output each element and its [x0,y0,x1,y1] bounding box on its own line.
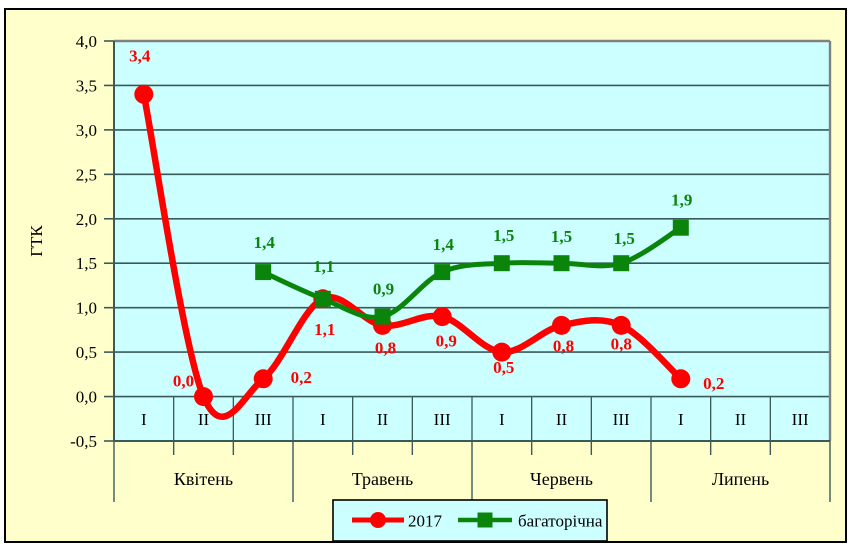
chart-background-layer [4,8,847,543]
data-point-square [374,308,391,325]
data-label: 1,1 [314,320,335,339]
axes-layer: 4,03,53,02,52,01,51,00,50,0-0,5I II III I II… [27,32,832,502]
y-tick-label: -0,5 [70,432,97,451]
data-point-circle [492,342,512,362]
decade-label: II [556,410,568,429]
decade-label: I [499,410,505,429]
decade-label: III [434,410,451,429]
data-point-circle [134,84,154,104]
decade-label: I [141,410,147,429]
y-axis-title: ГТК [27,225,46,257]
data-point-circle [671,369,691,389]
decade-label: III [613,410,630,429]
data-label: 0,2 [291,368,312,387]
month-label: Травень [352,469,414,489]
y-tick-label: 0,5 [76,343,97,362]
legend-label: 2017 [408,512,443,531]
data-label: 1,5 [551,227,572,246]
y-tick-label: 1,0 [76,299,97,318]
data-label: 0,0 [173,372,194,391]
y-tick-label: 2,0 [76,210,97,229]
data-label: 1,5 [614,229,635,248]
decade-label: II [735,410,747,429]
decade-label: III [792,410,809,429]
decade-label: I [678,410,684,429]
y-tick-label: 3,0 [76,121,97,140]
plot-area [114,41,830,441]
data-label: 0,8 [375,338,396,357]
gridlines-layer [114,84,830,441]
decade-label: I [320,410,326,429]
legend-label: багаторічна [518,512,603,531]
data-label: 0,5 [493,358,514,377]
data-label: 1,1 [313,257,334,276]
data-labels-layer: 3,4 0,0 0,2 1,1 0,8 0,9 0,5 0,8 0,8 0,2 1,4 1,1 0,9 1… [129,46,724,393]
data-label: 0,2 [703,374,724,393]
y-tick-label: 2,5 [76,165,97,184]
month-label: Червень [530,469,593,489]
data-point-square [255,264,272,281]
y-tick-label: 4,0 [76,32,97,51]
data-point-circle [194,387,213,407]
data-point-square [434,264,451,281]
data-label: 3,4 [129,46,151,65]
month-label: Липень [712,469,769,489]
series-layer [134,84,691,420]
data-label: 0,8 [611,334,632,353]
y-tick-label: 3,5 [76,76,97,95]
data-point-circle [253,369,273,389]
data-label: 1,4 [254,233,276,252]
data-point-square [613,255,630,272]
data-point-square [314,290,331,307]
legend-circle-marker [370,512,386,528]
legend-square-marker [477,512,493,528]
data-point-square [493,255,510,272]
decade-label: III [255,410,272,429]
decade-label: II [377,410,389,429]
data-label: 0,8 [553,336,574,355]
data-label: 0,9 [436,332,457,351]
data-label: 1,9 [671,191,692,210]
data-point-circle [611,315,631,335]
data-point-circle [432,307,452,327]
legend-layer: 2017 багаторічна [332,499,608,542]
y-tick-label: 1,5 [76,254,97,273]
data-point-square [672,219,689,236]
month-label: Квітень [174,469,233,489]
data-label: 0,9 [373,280,394,299]
y-tick-label: 0,0 [76,388,97,407]
data-label: 1,4 [433,235,455,254]
data-label: 1,5 [493,226,514,245]
data-point-circle [552,315,571,335]
data-point-square [553,255,570,272]
decade-label: II [198,410,210,429]
